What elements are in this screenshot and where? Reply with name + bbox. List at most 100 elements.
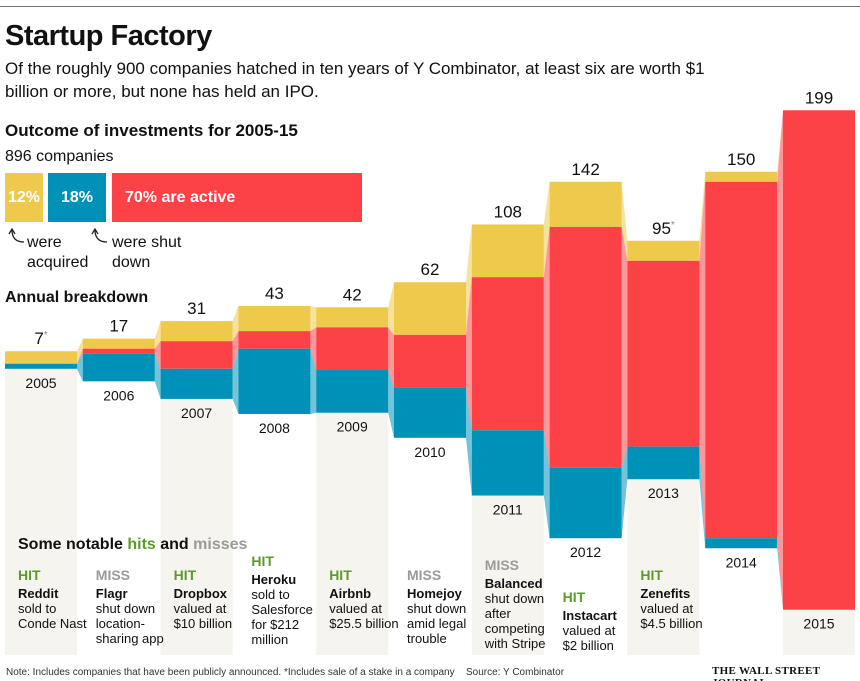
- note-tag: HIT: [640, 567, 663, 583]
- bar-acquired-2008: [238, 306, 311, 332]
- year-label: 2005: [25, 375, 56, 391]
- connector-acquired: [543, 181, 550, 278]
- year-label: 2009: [337, 419, 368, 435]
- total-label: 199: [805, 88, 833, 107]
- bar-acquired-2007: [160, 321, 233, 342]
- outcome-heading: Outcome of investments for 2005-15: [5, 121, 298, 140]
- note-company: Zenefits: [640, 586, 691, 601]
- note-desc: valued at $2 billion: [562, 623, 616, 653]
- total-companies: 896 companies: [5, 148, 114, 165]
- bar-shut-2013: [627, 446, 700, 480]
- connector-shut: [621, 446, 628, 539]
- column-panel: [316, 412, 389, 655]
- heading-text: Some notable: [18, 536, 128, 553]
- bar-active-2009: [316, 327, 389, 371]
- year-label: 2010: [414, 444, 445, 460]
- bar-active-2008: [238, 331, 311, 349]
- subtitle: Of the roughly 900 companies hatched in …: [5, 59, 705, 101]
- annual-heading: Annual breakdown: [5, 289, 149, 306]
- shut-down-bar: 18%: [48, 173, 106, 222]
- connector-active: [77, 348, 83, 364]
- note-heroku: HIT Heroku sold to Salesforce for $212 mil…: [251, 553, 321, 648]
- source: Source: Y Combinator: [466, 667, 565, 678]
- connector-active: [543, 226, 550, 468]
- note-tag: MISS: [484, 557, 520, 573]
- column-panel: [783, 609, 855, 655]
- bar-shut-2009: [316, 370, 389, 413]
- bar-shut-2005: [5, 363, 77, 369]
- connector-shut: [154, 353, 161, 399]
- connector-shut: [232, 348, 239, 414]
- connector-acquired: [77, 338, 83, 364]
- total-label: 7*: [34, 329, 47, 348]
- heading-text: and: [155, 536, 194, 553]
- note-tag: HIT: [18, 567, 41, 583]
- note-company: Balanced: [484, 576, 543, 591]
- note-reddit: HIT Reddit sold to Conde Nast: [18, 567, 88, 632]
- total-label: 108: [494, 202, 522, 221]
- note-desc: shut down after competing with Stripe: [484, 591, 546, 651]
- bar-shut-2010: [394, 387, 466, 438]
- connector-active: [621, 226, 628, 468]
- note-tag: HIT: [251, 553, 274, 569]
- bar-acquired-2014: [705, 171, 778, 182]
- year-label: 2014: [726, 554, 757, 570]
- bar-acquired-2006: [82, 338, 155, 349]
- footnote: Note: Includes companies that have been …: [6, 667, 455, 678]
- bar-active-2012: [549, 226, 622, 468]
- connector-active: [154, 341, 161, 369]
- column-panel: [160, 398, 233, 655]
- shut-down-annotation: were shut down: [112, 234, 182, 271]
- bar-shut-2012: [549, 467, 622, 539]
- column-panel: [5, 368, 77, 655]
- connector-acquired: [777, 110, 783, 182]
- bar-active-2011: [471, 277, 544, 431]
- note-desc: valued at $4.5 billion: [640, 601, 703, 631]
- note-zenefits: HIT Zenefits valued at $4.5 billion: [640, 567, 710, 632]
- bar-active-2010: [394, 334, 466, 388]
- connector-acquired: [388, 282, 394, 335]
- note-company: Airbnb: [329, 586, 372, 601]
- publisher-logo: THE WALL STREET JOURNAL.: [712, 665, 821, 681]
- column-panel: [627, 479, 700, 655]
- note-flagr: MISS Flagr shut down location-sharing app: [95, 568, 166, 647]
- bar-shut-2008: [238, 348, 311, 414]
- bar-shut-2011: [471, 430, 544, 496]
- total-label: 95*: [652, 219, 675, 238]
- bar-shut-2007: [160, 368, 233, 399]
- note-company: Dropbox: [173, 586, 228, 601]
- connector-shut: [543, 430, 550, 539]
- note-company: Flagr: [95, 586, 128, 601]
- connector-shut: [699, 446, 706, 549]
- note-airbnb: HIT Airbnb valued at $25.5 billion: [329, 567, 399, 632]
- hits-misses-heading: Some notable hits and misses: [18, 536, 247, 554]
- connector-acquired: [466, 224, 472, 335]
- connector-acquired: [621, 181, 628, 261]
- total-label: 31: [187, 299, 206, 318]
- bar-acquired-2012: [549, 181, 622, 227]
- total-label: 17: [109, 317, 128, 336]
- note-tag: HIT: [562, 589, 586, 605]
- total-label: 142: [571, 160, 599, 179]
- bar-acquired-2005: [5, 351, 77, 364]
- note-tag: HIT: [329, 567, 352, 583]
- curved-arrow-icon: [8, 227, 28, 255]
- bar-acquired-2009: [316, 307, 389, 328]
- note-desc: shut down location-sharing app: [95, 601, 164, 646]
- bar-acquired-2013: [627, 240, 700, 261]
- note-tag: MISS: [407, 567, 442, 583]
- active-bar: 70% are active: [112, 173, 362, 222]
- connector-active: [388, 327, 394, 388]
- note-company: Heroku: [251, 572, 297, 587]
- bar-active-2007: [160, 341, 233, 369]
- bar-shut-2014: [705, 538, 778, 549]
- connector-shut: [310, 348, 317, 414]
- bar-active-2015: [783, 110, 855, 610]
- column-panel: [471, 495, 544, 655]
- connector-shut: [77, 353, 83, 382]
- year-label: 2006: [103, 387, 134, 403]
- title: Startup Factory: [5, 20, 212, 52]
- misses-word: misses: [193, 536, 248, 553]
- total-label: 62: [421, 260, 440, 279]
